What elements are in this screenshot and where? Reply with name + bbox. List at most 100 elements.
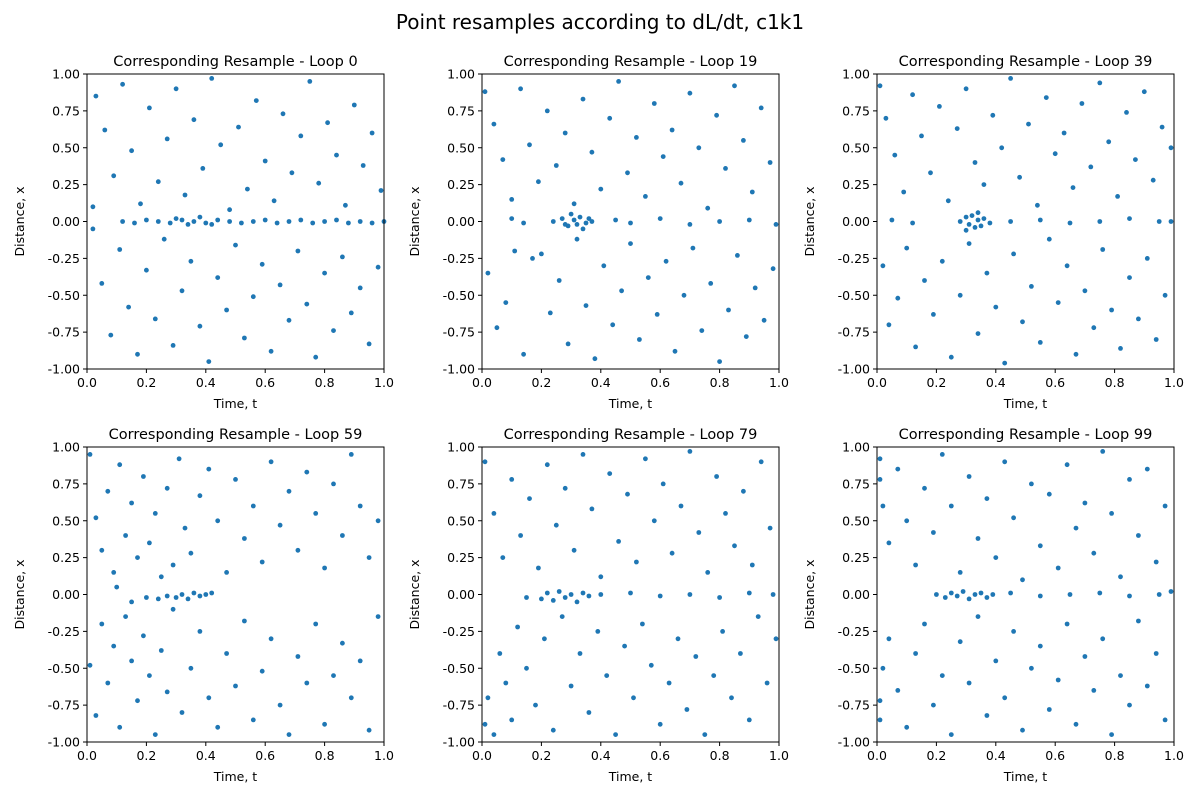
data-point	[604, 673, 610, 678]
data-point	[1144, 683, 1150, 689]
data-point	[723, 166, 728, 171]
data-point	[616, 539, 621, 544]
data-point	[556, 589, 562, 594]
data-point	[693, 654, 699, 659]
data-point	[1136, 618, 1141, 624]
data-point	[1162, 503, 1168, 509]
x-tick-label: 0.8	[710, 375, 730, 390]
x-tick-label: 0.6	[650, 375, 670, 390]
data-point	[179, 288, 185, 294]
data-point	[651, 101, 657, 106]
data-point	[1061, 130, 1067, 136]
data-point	[1091, 688, 1097, 693]
data-point	[651, 518, 657, 524]
data-point	[369, 220, 375, 226]
data-point	[963, 227, 969, 233]
y-tick-label: -1.00	[48, 735, 80, 750]
scatter-points	[877, 76, 1174, 366]
data-point	[732, 543, 737, 549]
data-point	[304, 680, 310, 686]
data-point	[1037, 217, 1043, 223]
data-point	[357, 658, 363, 664]
data-point	[331, 328, 336, 333]
data-point	[999, 145, 1005, 151]
data-point	[262, 158, 268, 164]
data-point	[1064, 263, 1070, 269]
data-point	[886, 540, 892, 546]
data-point	[1011, 251, 1016, 257]
data-point	[987, 220, 993, 226]
data-point	[767, 160, 773, 165]
data-point	[1162, 717, 1168, 723]
x-axis-label: Time, t	[1003, 769, 1048, 784]
x-tick-label: 0.6	[1045, 748, 1065, 763]
x-tick-label: 1.0	[769, 748, 789, 763]
data-point	[188, 258, 194, 264]
y-tick-label: -0.50	[838, 288, 870, 303]
subplot-1: 0.0 0.2 0.4 0.6 0.8 1.0 -1.00 -0.75 -0.50 -0.25 0.…	[12, 54, 394, 411]
data-point	[732, 83, 737, 89]
y-tick-label: 0.50	[52, 140, 80, 155]
data-point	[1150, 177, 1156, 183]
data-point	[975, 614, 981, 619]
data-point	[185, 222, 191, 227]
data-point	[313, 621, 319, 627]
data-point	[895, 688, 901, 693]
data-point	[672, 348, 678, 354]
data-point	[773, 636, 779, 642]
data-point	[99, 547, 105, 553]
data-point	[571, 217, 577, 223]
y-tick-label: 1.00	[842, 440, 870, 455]
data-point	[334, 217, 339, 223]
data-point	[253, 98, 259, 103]
data-point	[1067, 220, 1073, 226]
data-point	[1046, 491, 1052, 497]
y-tick-label: 0.75	[842, 476, 870, 491]
data-point	[714, 474, 719, 479]
data-point	[922, 278, 927, 283]
data-point	[577, 214, 583, 220]
subplot-6: 0.0 0.2 0.4 0.6 0.8 1.0 -1.00 -0.75 -0.50 -0.25 0.…	[802, 427, 1184, 784]
data-point	[705, 205, 711, 211]
data-point	[720, 629, 725, 634]
data-point	[1091, 325, 1097, 331]
data-point	[497, 651, 503, 656]
data-point	[170, 343, 176, 348]
data-point	[304, 301, 310, 307]
data-point	[366, 555, 372, 560]
x-axis-label: Time, t	[213, 769, 258, 784]
data-point	[877, 83, 883, 89]
data-point	[295, 654, 301, 659]
data-point	[945, 198, 951, 204]
data-point	[1073, 525, 1079, 531]
data-point	[274, 220, 280, 226]
y-tick-label: 0.25	[52, 550, 80, 565]
data-point	[568, 683, 574, 689]
data-point	[87, 452, 93, 457]
data-point	[948, 503, 954, 509]
data-point	[170, 606, 176, 612]
data-point	[524, 595, 529, 600]
y-tick-label: 0.00	[447, 214, 475, 229]
data-point	[942, 595, 948, 600]
data-point	[491, 121, 497, 127]
data-point	[188, 665, 194, 671]
data-point	[1109, 732, 1114, 737]
data-point	[550, 219, 556, 224]
data-point	[93, 93, 99, 99]
data-point	[360, 163, 366, 168]
data-point	[152, 732, 158, 737]
data-point	[206, 695, 212, 701]
x-tick-label: 0.4	[591, 748, 611, 763]
x-tick-label: 0.8	[1105, 375, 1125, 390]
data-point	[1118, 673, 1123, 678]
data-point	[735, 253, 740, 258]
data-point	[928, 170, 933, 176]
subplot-title: Corresponding Resample - Loop 39	[899, 54, 1153, 70]
data-point	[500, 555, 506, 560]
data-point	[948, 732, 954, 737]
data-point	[1100, 247, 1106, 252]
data-point	[129, 599, 135, 605]
data-point	[726, 307, 731, 313]
data-point	[233, 683, 238, 689]
